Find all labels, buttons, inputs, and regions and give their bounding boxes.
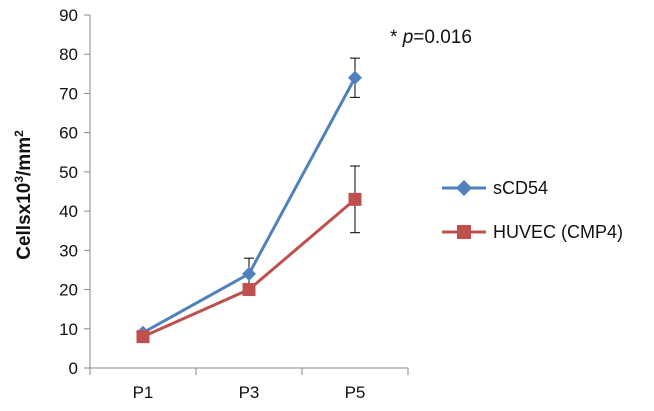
y-tick-label: 20 [59, 281, 78, 300]
legend-marker-scd54 [456, 180, 472, 196]
data-point-1 [242, 283, 256, 297]
x-tick-label: P5 [345, 383, 366, 402]
legend: sCD54 HUVEC (CMP4) [442, 178, 623, 242]
data-point-0 [242, 266, 256, 281]
y-tick-label: 60 [59, 124, 78, 143]
legend-entry-scd54: sCD54 [442, 178, 548, 198]
y-tick-label: 80 [59, 45, 78, 64]
x-tick-label: P3 [239, 383, 260, 402]
data-point-1 [348, 192, 362, 206]
plot-area: 0 10 20 30 40 50 60 70 80 90 P1 P3 P5 [59, 6, 409, 402]
y-tick-label: 30 [59, 241, 78, 260]
p-value-annotation: * p=0.016 [390, 27, 472, 48]
legend-label-huvec: HUVEC (CMP4) [493, 222, 623, 242]
y-tick-label: 50 [59, 163, 78, 182]
y-tick-label: 10 [59, 320, 78, 339]
legend-label-scd54: sCD54 [493, 178, 548, 198]
data-point-0 [348, 70, 362, 85]
data-point-1 [136, 330, 150, 344]
legend-entry-huvec: HUVEC (CMP4) [442, 222, 623, 242]
y-tick-label: 70 [59, 84, 78, 103]
y-axis-label: Cellsx103/mm2 [12, 130, 35, 260]
y-tick-label: 90 [59, 6, 78, 25]
x-tick-label: P1 [133, 383, 154, 402]
y-tick-label: 0 [69, 359, 78, 378]
legend-marker-huvec [457, 225, 471, 239]
y-tick-label: 40 [59, 202, 78, 221]
